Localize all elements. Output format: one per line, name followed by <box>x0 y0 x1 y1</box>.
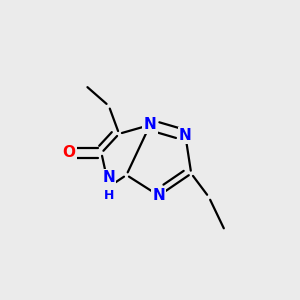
Text: N: N <box>102 170 115 185</box>
Text: N: N <box>179 128 192 143</box>
Text: N: N <box>152 188 165 203</box>
Text: O: O <box>62 146 76 160</box>
Text: H: H <box>103 189 114 202</box>
Text: N: N <box>144 118 156 133</box>
